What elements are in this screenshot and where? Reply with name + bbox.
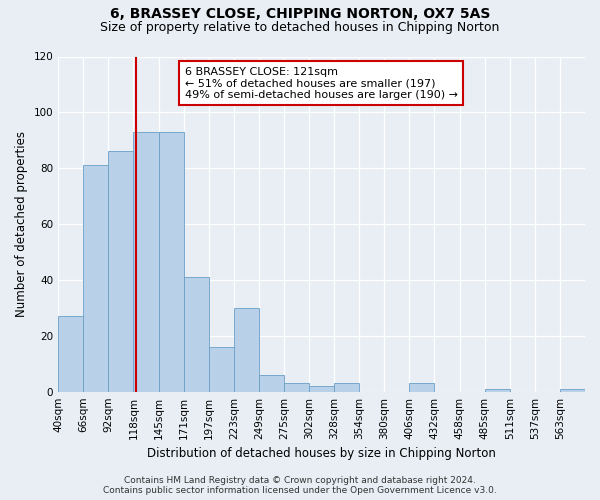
Bar [209,347,234,392]
Bar [259,375,284,392]
Bar [158,132,184,392]
Bar [560,389,585,392]
Bar [309,386,334,392]
Text: 6 BRASSEY CLOSE: 121sqm
← 51% of detached houses are smaller (197)
49% of semi-d: 6 BRASSEY CLOSE: 121sqm ← 51% of detache… [185,66,458,100]
Y-axis label: Number of detached properties: Number of detached properties [15,131,28,317]
Bar [334,384,359,392]
Bar [234,308,259,392]
Text: Size of property relative to detached houses in Chipping Norton: Size of property relative to detached ho… [100,21,500,34]
Text: Contains HM Land Registry data © Crown copyright and database right 2024.
Contai: Contains HM Land Registry data © Crown c… [103,476,497,495]
Bar [485,389,510,392]
Bar [109,152,133,392]
Bar [284,384,309,392]
Bar [409,384,434,392]
Bar [83,166,109,392]
Bar [133,132,158,392]
Text: 6, BRASSEY CLOSE, CHIPPING NORTON, OX7 5AS: 6, BRASSEY CLOSE, CHIPPING NORTON, OX7 5… [110,8,490,22]
Bar [184,277,209,392]
Bar [58,316,83,392]
X-axis label: Distribution of detached houses by size in Chipping Norton: Distribution of detached houses by size … [147,447,496,460]
